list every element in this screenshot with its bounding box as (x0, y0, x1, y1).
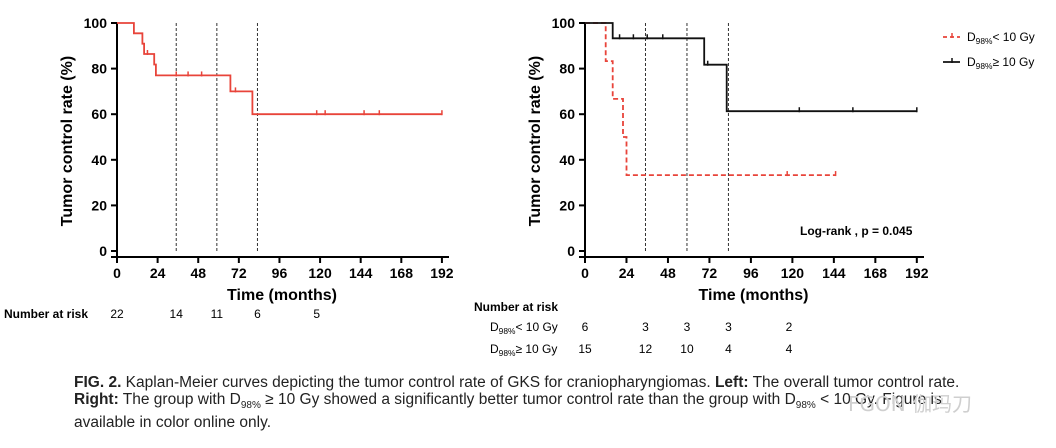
risk-count: 15 (578, 342, 592, 356)
km-curve-series-1 (585, 22, 917, 113)
watermark-logo: FGON 伽玛刀 (848, 392, 973, 416)
y-tick-label: 0 (567, 243, 575, 259)
legend-label: D98%< 10 Gy (967, 30, 1035, 46)
y-tick-label: 0 (99, 243, 107, 259)
caption-text: ≥ 10 Gy showed a significantly better tu… (260, 391, 796, 408)
y-tick-label: 20 (91, 197, 107, 213)
x-tick-label: 72 (702, 265, 718, 281)
caption-subscript: 98% (240, 400, 261, 412)
caption-text: available in color online only. (74, 414, 272, 432)
x-tick-label: 48 (190, 265, 206, 281)
x-tick-label: 24 (150, 265, 166, 281)
caption-right-label: Right: (74, 391, 119, 408)
x-tick-label: 144 (822, 265, 846, 281)
caption-line-1: FIG. 2. Kaplan-Meier curves depicting th… (74, 374, 974, 391)
x-tick-label: 0 (113, 265, 121, 281)
risk-count: 3 (725, 320, 732, 334)
caption-left-label: Left: (714, 374, 749, 391)
x-tick-label: 96 (272, 265, 288, 281)
x-axis-label: Time (months) (227, 287, 337, 304)
y-tick-label: 60 (91, 106, 107, 122)
risk-count: 4 (786, 342, 793, 356)
risk-count: 10 (680, 342, 694, 356)
y-axis-label: Tumor control rate (%) (527, 56, 544, 226)
x-tick-label: 48 (660, 265, 676, 281)
y-tick-label: 80 (91, 61, 107, 77)
legend-label: D98%≥ 10 Gy (967, 55, 1034, 71)
risk-count: 14 (170, 307, 184, 321)
y-tick-label: 40 (91, 152, 107, 168)
x-axis-label: Time (months) (699, 287, 809, 304)
caption-line-3: available in color online only. (74, 414, 974, 431)
x-tick-label: 168 (864, 265, 888, 281)
x-tick-label: 144 (349, 265, 373, 281)
caption-text: Kaplan-Meier curves depicting the tumor … (121, 374, 715, 391)
risk-count: 6 (582, 320, 589, 334)
caption-text: < 10 Gy. Figure is (815, 391, 942, 408)
x-tick-label: 192 (430, 265, 454, 281)
risk-table-title: Number at risk (4, 307, 88, 321)
risk-count: 22 (110, 307, 124, 321)
risk-count: 3 (642, 320, 649, 334)
caption-line-2: Right: The group with D98% ≥ 10 Gy showe… (74, 391, 974, 414)
caption-text: The group with D (118, 391, 241, 408)
y-tick-label: 60 (559, 106, 575, 122)
risk-table-title: Number at risk (474, 300, 558, 314)
y-tick-label: 80 (559, 61, 575, 77)
y-axis-label: Tumor control rate (%) (59, 56, 76, 226)
x-tick-label: 192 (905, 265, 929, 281)
x-tick-label: 96 (743, 265, 759, 281)
risk-count: 4 (725, 342, 732, 356)
x-tick-label: 72 (231, 265, 247, 281)
y-tick-label: 20 (559, 197, 575, 213)
x-tick-label: 168 (390, 265, 414, 281)
logrank-annotation: Log-rank , p = 0.045 (800, 224, 913, 238)
y-tick-label: 100 (84, 15, 108, 31)
risk-count: 12 (639, 342, 653, 356)
x-tick-label: 120 (781, 265, 805, 281)
figure-caption: FIG. 2. Kaplan-Meier curves depicting th… (74, 374, 974, 431)
risk-count: 6 (254, 307, 261, 321)
km-curve-series-0 (117, 22, 442, 116)
x-tick-label: 24 (619, 265, 635, 281)
risk-count: 2 (786, 320, 793, 334)
km-curve-series-0 (585, 22, 836, 177)
y-tick-label: 40 (559, 152, 575, 168)
risk-row-label: D98%≥ 10 Gy (490, 342, 557, 358)
risk-count: 5 (313, 307, 320, 321)
x-tick-label: 0 (581, 265, 589, 281)
chart-panel-left: 0 20 40 60 80 100 0 24 48 72 96 120 144 168 192 Time (m… (4, 15, 454, 321)
y-tick-label: 100 (552, 15, 576, 31)
x-tick-label: 120 (308, 265, 332, 281)
caption-subscript: 98% (795, 400, 816, 412)
risk-count: 3 (684, 320, 691, 334)
risk-row-label: D98%< 10 Gy (490, 320, 558, 336)
caption-text: The overall tumor control rate. (748, 374, 960, 391)
risk-count: 11 (211, 307, 224, 321)
caption-fig-label: FIG. 2. (74, 374, 122, 391)
